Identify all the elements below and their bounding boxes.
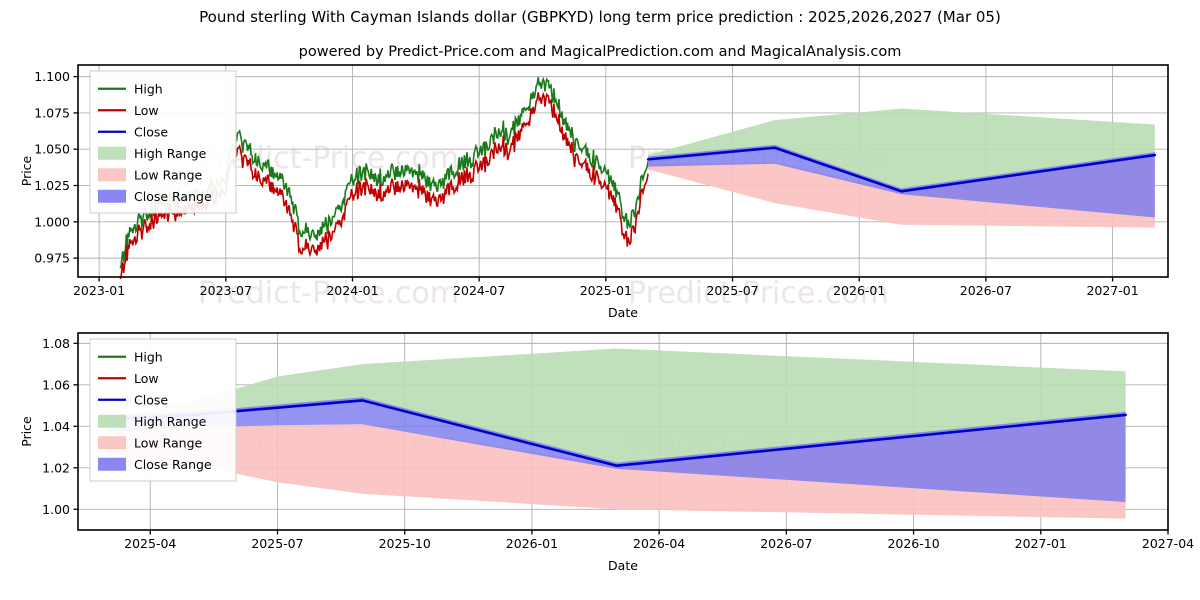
legend-label: Close Range [134,189,212,204]
y-tick-label: 1.06 [42,377,70,392]
y-axis-title: Price [19,416,34,447]
x-tick-label: 2026-01 [833,283,885,298]
legend-box [89,70,237,214]
y-axis-title: Price [19,155,34,186]
x-tick-label: 2024-01 [326,283,378,298]
legend-label: High [134,349,163,364]
legend-swatch-band [98,457,126,471]
legend-swatch-band [98,189,126,203]
x-tick-label: 2025-04 [124,536,176,551]
plot-frame [77,332,1169,531]
x-tick-label: 2025-07 [706,283,758,298]
close-range-band [107,397,1126,503]
page-subtitle: powered by Predict-Price.com and Magical… [298,44,902,60]
legend-label: High Range [134,146,207,161]
legend-label: Close Range [134,457,212,472]
watermark: Predict-Price.com [198,276,459,311]
y-tick-label: 1.050 [34,142,70,157]
y-tick-label: 1.025 [34,178,70,193]
x-tick-label: 2023-01 [73,283,125,298]
legend-label: High [134,81,163,96]
bottom-chart-panel: Predict-Price.comPredict-Price.com1.001.… [0,326,1200,600]
legend-box [89,338,237,482]
page-title: Pound sterling With Cayman Islands dolla… [199,8,1001,26]
legend-label: Low [134,371,159,386]
x-axis-title: Date [608,558,638,573]
plot-frame [77,64,1169,278]
legend-label: High Range [134,414,207,429]
x-tick-label: 2026-07 [960,283,1012,298]
x-tick-label: 2024-07 [453,283,505,298]
legend-swatch-band [98,146,126,160]
legend-label: Close [134,124,168,139]
y-tick-label: 1.04 [42,419,70,434]
x-tick-label: 2027-01 [1015,536,1067,551]
watermark: Predict-Price.com [628,276,889,311]
legend-swatch-band [98,168,126,182]
x-tick-label: 2025-07 [251,536,303,551]
close-range-band [648,144,1155,218]
x-tick-label: 2026-10 [887,536,939,551]
forecast-close-line [646,146,1157,193]
x-tick-label: 2026-04 [633,536,685,551]
y-tick-label: 0.975 [34,251,70,266]
x-tick-label: 2025-10 [379,536,431,551]
y-tick-label: 1.000 [34,214,70,229]
y-tick-label: 1.100 [34,69,70,84]
x-tick-label: 2027-04 [1142,536,1194,551]
bottom-chart-svg: Predict-Price.comPredict-Price.com1.001.… [19,332,1194,573]
legend-swatch-band [98,436,126,450]
y-tick-label: 1.075 [34,105,70,120]
x-tick-label: 2026-07 [760,536,812,551]
x-tick-label: 2025-01 [580,283,632,298]
legend-label: Close [134,392,168,407]
y-tick-label: 1.08 [42,336,70,351]
x-axis-title: Date [608,305,638,320]
y-tick-label: 1.02 [42,460,70,475]
x-tick-label: 2023-07 [200,283,252,298]
high-range-band [107,348,1126,466]
legend-label: Low [134,103,159,118]
top-chart-panel: Predict-Price.com Predict-Price.com Predic… [0,58,1200,383]
legend-label: Low Range [134,435,203,450]
legend-swatch-band [98,414,126,428]
x-tick-label: 2027-01 [1086,283,1138,298]
y-tick-label: 1.00 [42,502,70,517]
legend-label: Low Range [134,167,203,182]
x-tick-label: 2026-01 [506,536,558,551]
